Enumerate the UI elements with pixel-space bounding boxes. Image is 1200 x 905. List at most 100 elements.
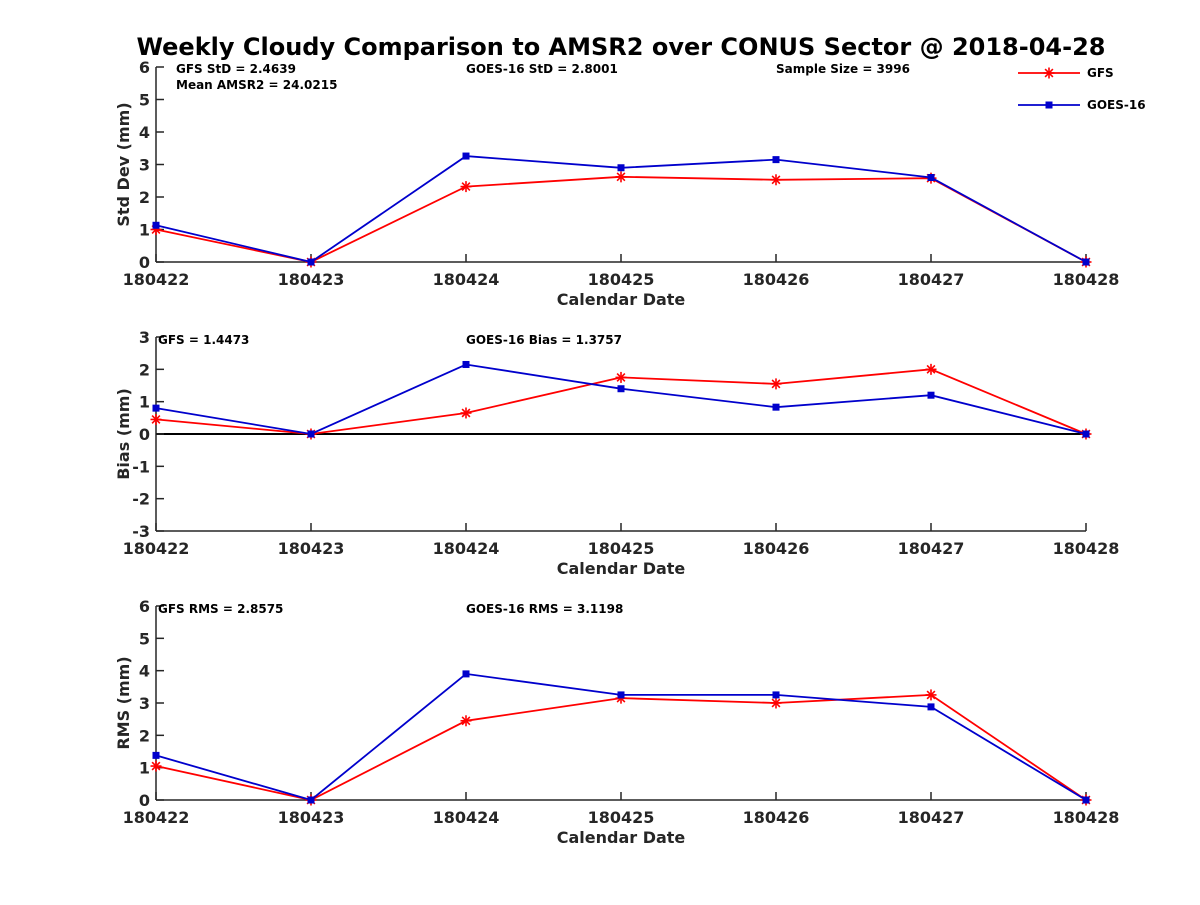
gfs-point — [925, 689, 937, 701]
gfs-series-line — [155, 693, 1087, 801]
x-tick-label: 180428 — [1053, 270, 1120, 289]
y-tick-label: 5 — [139, 91, 150, 110]
x-tick-label: 180423 — [278, 808, 345, 827]
bias-panel: -3 -2 -1 0 1 2 3 180422 180423 180424 180425 180426… — [114, 328, 1119, 578]
gfs-point — [460, 407, 472, 419]
legend-marker — [1045, 101, 1053, 109]
y-tick-label: 1 — [139, 393, 150, 412]
x-tick-label: 180425 — [588, 539, 655, 558]
y-tick-label: 0 — [139, 253, 150, 272]
gfs-point — [460, 715, 472, 727]
y-tick-label: -1 — [132, 457, 150, 476]
y-tick-label: 3 — [139, 156, 150, 175]
gfs-point — [615, 371, 627, 383]
legend-marker — [1043, 67, 1055, 79]
y-tick-label: -3 — [132, 522, 150, 541]
stat-annotation: GOES-16 Bias = 1.3757 — [466, 333, 622, 347]
x-tick-label: 180427 — [898, 270, 965, 289]
y-tick-label: 6 — [139, 58, 150, 77]
y-tick-label: 5 — [139, 629, 150, 648]
goes-16-point — [772, 403, 780, 411]
y-tick-label: 3 — [139, 328, 150, 347]
goes-16-point — [462, 360, 470, 368]
gfs-point — [460, 181, 472, 193]
legend-label: GOES-16 — [1087, 98, 1146, 112]
goes-16-point — [1082, 430, 1090, 438]
y-tick-label: 2 — [139, 360, 150, 379]
x-tick-label: 180424 — [433, 539, 500, 558]
x-tick-label: 180422 — [123, 270, 190, 289]
gfs-series-line — [155, 175, 1087, 263]
y-tick-label: 3 — [139, 694, 150, 713]
gfs-point — [150, 413, 162, 425]
goes-16-point — [1082, 258, 1090, 266]
gfs-point — [770, 378, 782, 390]
y-axis-label: Std Dev (mm) — [114, 102, 133, 226]
x-tick-label: 180423 — [278, 270, 345, 289]
x-tick-label: 180424 — [433, 808, 500, 827]
goes-16-point — [772, 156, 780, 164]
x-tick-label: 180425 — [588, 270, 655, 289]
x-tick-label: 180426 — [743, 808, 810, 827]
x-tick-label: 180428 — [1053, 808, 1120, 827]
stat-annotation: GFS RMS = 2.8575 — [158, 602, 283, 616]
x-tick-label: 180426 — [743, 539, 810, 558]
goes-16-point — [1082, 796, 1090, 804]
gfs-point — [150, 760, 162, 772]
goes-16-point — [152, 221, 160, 229]
y-axis-label: Bias (mm) — [114, 388, 133, 480]
goes-16-point — [617, 164, 625, 172]
stat-annotation: Mean AMSR2 = 24.0215 — [176, 78, 337, 92]
legend-item-gfs: GFS — [1018, 66, 1114, 80]
x-axis-label: Calendar Date — [557, 828, 686, 847]
x-axis-label: Calendar Date — [557, 559, 686, 578]
y-axis-label: RMS (mm) — [114, 656, 133, 749]
stat-annotation: GOES-16 RMS = 3.1198 — [466, 602, 623, 616]
gfs-point — [925, 363, 937, 375]
x-tick-label: 180427 — [898, 808, 965, 827]
goes-16-point — [307, 258, 315, 266]
y-tick-label: 1 — [139, 221, 150, 240]
y-tick-label: 0 — [139, 791, 150, 810]
std-dev-panel: 0 1 2 3 4 5 6 180422 180423 180424 180425 180426 180… — [114, 58, 1119, 309]
goes-16-point — [152, 404, 160, 412]
chart-title: Weekly Cloudy Comparison to AMSR2 over C… — [137, 33, 1106, 61]
x-tick-label: 180422 — [123, 808, 190, 827]
y-tick-label: 4 — [139, 123, 150, 142]
legend-label: GFS — [1087, 66, 1114, 80]
y-tick-label: 0 — [139, 425, 150, 444]
stat-annotation: GOES-16 StD = 2.8001 — [466, 62, 618, 76]
goes-16-point — [462, 152, 470, 160]
y-tick-label: 1 — [139, 759, 150, 778]
goes-16-point — [772, 691, 780, 699]
goes-16-point — [462, 670, 470, 678]
goes-16-point — [307, 796, 315, 804]
y-tick-label: -2 — [132, 490, 150, 509]
legend: GFS GOES-16 — [1018, 66, 1146, 112]
goes-16-point — [927, 703, 935, 711]
gfs-point — [770, 697, 782, 709]
stat-annotation: GFS StD = 2.4639 — [176, 62, 296, 76]
x-tick-label: 180422 — [123, 539, 190, 558]
y-tick-label: 2 — [139, 188, 150, 207]
x-tick-label: 180423 — [278, 539, 345, 558]
x-tick-label: 180427 — [898, 539, 965, 558]
legend-item-goes-16: GOES-16 — [1018, 98, 1146, 112]
goes-16-point — [307, 430, 315, 438]
x-tick-label: 180428 — [1053, 539, 1120, 558]
y-tick-label: 4 — [139, 662, 150, 681]
gfs-point — [770, 174, 782, 186]
goes-16-point — [617, 385, 625, 393]
x-tick-label: 180424 — [433, 270, 500, 289]
stat-annotation: GFS = 1.4473 — [158, 333, 249, 347]
goes-16-point — [617, 691, 625, 699]
gfs-point — [615, 171, 627, 183]
y-tick-label: 6 — [139, 597, 150, 616]
x-tick-label: 180426 — [743, 270, 810, 289]
goes-16-point — [927, 174, 935, 181]
y-tick-label: 2 — [139, 726, 150, 745]
x-axis-label: Calendar Date — [557, 290, 686, 309]
rms-panel: 0 1 2 3 4 5 6 180422 180423 180424 180425 180426 180… — [114, 597, 1119, 847]
